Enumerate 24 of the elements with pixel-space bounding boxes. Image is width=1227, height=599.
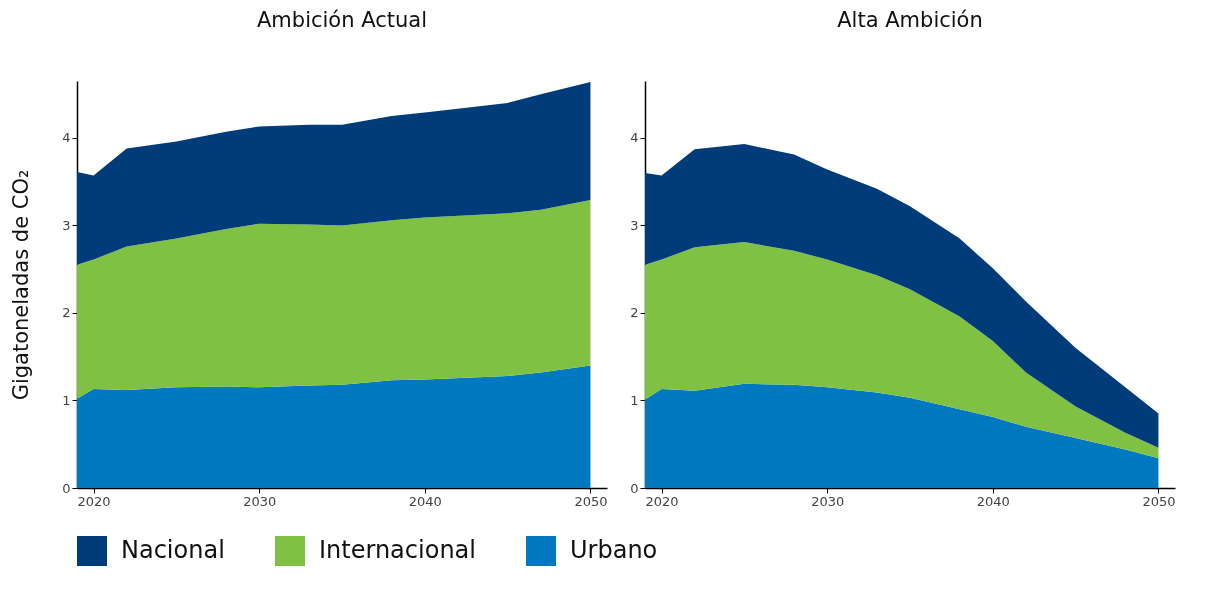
x-tick-label: 2040 xyxy=(408,493,442,509)
y-tick-label: 1 xyxy=(630,392,639,408)
y-tick-label: 3 xyxy=(630,217,639,233)
y-axis-title: Gigatoneladas de CO₂ xyxy=(9,169,34,401)
y-tick-label: 0 xyxy=(630,480,639,496)
y-tick-label: 1 xyxy=(62,392,71,408)
y-tick-label: 2 xyxy=(62,305,71,321)
chart-title: Alta Ambición xyxy=(837,8,983,32)
legend-label: Nacional xyxy=(121,536,225,564)
x-tick-label: 2040 xyxy=(976,493,1010,509)
x-tick-label: 2020 xyxy=(645,493,679,509)
x-tick-label: 2050 xyxy=(574,493,608,509)
legend-label: Internacional xyxy=(319,536,476,564)
x-tick-label: 2030 xyxy=(243,493,277,509)
legend-label: Urbano xyxy=(570,536,658,564)
y-tick-label: 3 xyxy=(62,217,71,233)
x-tick-label: 2020 xyxy=(77,493,111,509)
chart-title: Ambición Actual xyxy=(257,8,427,32)
y-tick-label: 4 xyxy=(630,130,639,146)
x-tick-label: 2030 xyxy=(811,493,845,509)
x-tick-label: 2050 xyxy=(1142,493,1176,509)
y-tick-label: 2 xyxy=(630,305,639,321)
y-tick-label: 0 xyxy=(62,480,71,496)
y-tick-label: 4 xyxy=(62,130,71,146)
